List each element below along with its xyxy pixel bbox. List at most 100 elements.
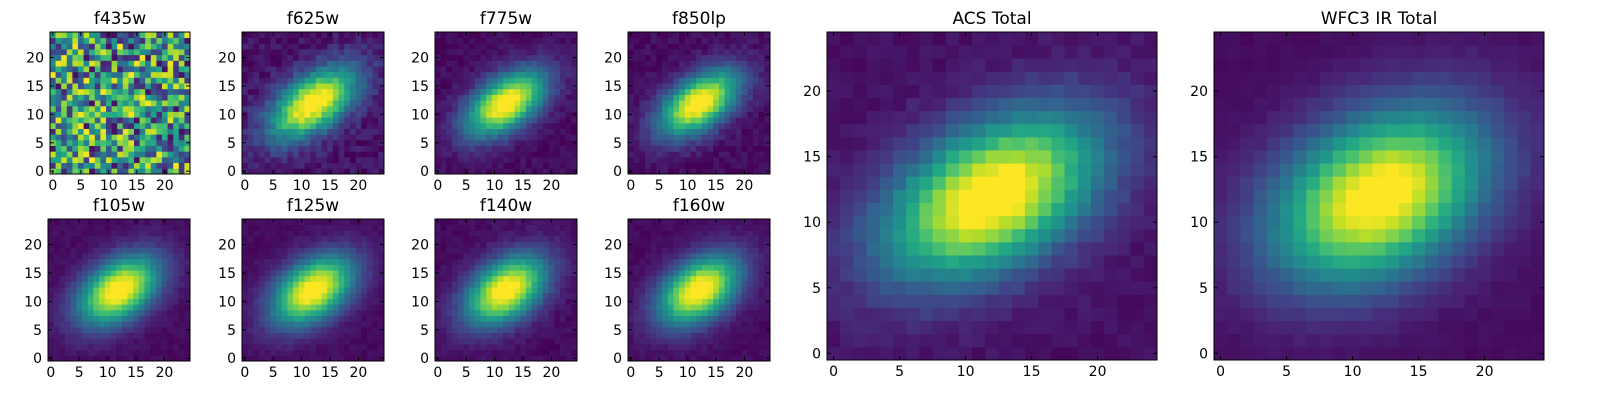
cell bbox=[111, 77, 118, 84]
cell bbox=[344, 241, 351, 248]
cell bbox=[361, 219, 368, 226]
cell bbox=[138, 309, 145, 316]
cell bbox=[508, 122, 515, 129]
cell bbox=[349, 88, 356, 95]
cell bbox=[633, 71, 640, 78]
cell bbox=[110, 258, 117, 265]
cell bbox=[565, 338, 572, 345]
cell bbox=[548, 315, 555, 322]
cell bbox=[287, 156, 294, 164]
cell bbox=[315, 236, 322, 243]
cell bbox=[542, 100, 549, 107]
cell bbox=[104, 315, 111, 322]
cell bbox=[452, 100, 459, 107]
cell bbox=[628, 94, 635, 101]
cell bbox=[349, 258, 356, 265]
cell bbox=[571, 281, 578, 288]
cell bbox=[696, 349, 703, 356]
cell bbox=[514, 111, 521, 118]
cell bbox=[128, 162, 135, 169]
cell bbox=[298, 43, 305, 50]
cell bbox=[735, 315, 742, 322]
cell bbox=[128, 83, 135, 90]
cell bbox=[78, 66, 84, 73]
cell bbox=[321, 32, 328, 39]
cell bbox=[548, 117, 555, 124]
cell bbox=[565, 71, 572, 78]
cell bbox=[270, 94, 277, 101]
cell bbox=[752, 66, 760, 73]
cell bbox=[332, 264, 339, 271]
cell bbox=[446, 122, 453, 129]
cell bbox=[486, 105, 493, 112]
cell bbox=[514, 60, 521, 67]
cell bbox=[673, 32, 680, 39]
cell bbox=[525, 275, 532, 282]
cell bbox=[707, 77, 714, 84]
cell bbox=[684, 83, 691, 90]
cell bbox=[486, 281, 493, 288]
cell bbox=[758, 326, 765, 333]
cell bbox=[281, 332, 288, 339]
cell bbox=[242, 37, 249, 44]
cell bbox=[503, 298, 510, 305]
cell bbox=[503, 43, 510, 50]
cell bbox=[100, 134, 107, 141]
cell bbox=[247, 321, 254, 328]
cell bbox=[161, 349, 168, 356]
cell bbox=[656, 88, 663, 95]
cell bbox=[554, 338, 561, 345]
cell bbox=[332, 60, 339, 67]
cell bbox=[259, 264, 266, 271]
cell bbox=[724, 43, 731, 50]
cell bbox=[287, 321, 294, 328]
cell bbox=[440, 88, 447, 95]
cell bbox=[514, 105, 521, 112]
cell bbox=[93, 236, 100, 243]
cell bbox=[338, 287, 345, 294]
cell bbox=[89, 71, 96, 78]
cell bbox=[138, 292, 145, 299]
cell bbox=[463, 349, 470, 356]
cell bbox=[264, 219, 271, 226]
cell bbox=[121, 241, 128, 248]
cell bbox=[178, 83, 185, 90]
cell bbox=[89, 37, 96, 44]
cell bbox=[696, 321, 703, 328]
cell bbox=[178, 100, 185, 107]
cell bbox=[122, 168, 129, 175]
cell bbox=[701, 349, 708, 356]
cell bbox=[264, 355, 271, 362]
cell bbox=[440, 156, 447, 164]
cell bbox=[650, 71, 657, 78]
cell bbox=[440, 94, 447, 101]
cell bbox=[48, 224, 55, 231]
cell bbox=[650, 139, 657, 146]
cell bbox=[138, 247, 145, 254]
cell bbox=[741, 37, 748, 44]
cell bbox=[452, 275, 459, 282]
cell bbox=[718, 100, 725, 107]
cell bbox=[310, 66, 317, 73]
cell bbox=[167, 343, 174, 351]
cell bbox=[94, 162, 101, 169]
cell bbox=[673, 43, 680, 50]
cell bbox=[321, 117, 328, 124]
cell bbox=[361, 309, 368, 316]
cell bbox=[121, 219, 128, 226]
cell bbox=[304, 83, 311, 90]
cell bbox=[628, 275, 635, 282]
cell bbox=[349, 298, 356, 305]
cell bbox=[452, 168, 459, 175]
cell bbox=[474, 355, 481, 362]
cell bbox=[497, 338, 504, 345]
cell bbox=[548, 66, 555, 73]
cell bbox=[452, 321, 459, 328]
cell bbox=[730, 71, 737, 78]
cell bbox=[50, 66, 56, 73]
cell bbox=[639, 100, 646, 107]
cell bbox=[93, 281, 100, 288]
cell bbox=[679, 326, 686, 333]
cell bbox=[344, 134, 351, 141]
